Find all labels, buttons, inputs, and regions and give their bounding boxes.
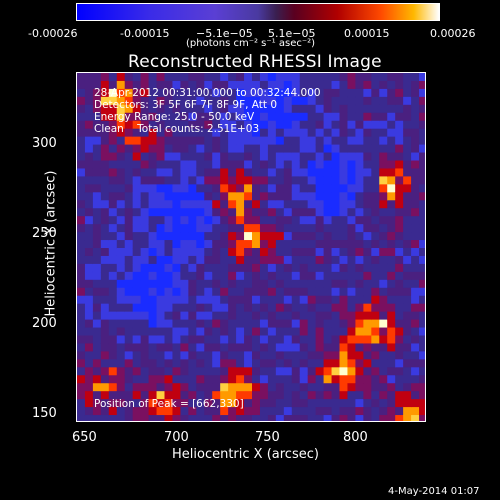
colorbar-tick-label: 0.00015 — [344, 27, 390, 40]
y-tick-label: 150 — [32, 406, 57, 421]
x-tick-label: 750 — [255, 430, 280, 445]
y-tick-label: 250 — [32, 226, 57, 241]
colorbar-tick-label: -0.00026 — [28, 27, 78, 40]
plot-title: Reconstructed RHESSI Image — [128, 52, 382, 72]
colorbar-tick-label: 5.1e−05 — [268, 27, 316, 40]
info-line-detectors: Detectors: 3F 5F 6F 7F 8F 9F, Att 0 — [94, 99, 278, 111]
y-axis-label: Heliocentric Y (arcsec) — [43, 170, 59, 317]
timestamp: 4-May-2014 01:07 — [388, 486, 480, 497]
colorbar-tick-label: −5.1e−05 — [196, 27, 253, 40]
info-line-energy: Energy Range: 25.0 - 50.0 keV — [94, 111, 255, 123]
y-tick-label: 200 — [32, 316, 57, 331]
x-tick-label: 800 — [343, 430, 368, 445]
peak-position: Position of Peak = [662,330] — [94, 398, 244, 410]
x-tick-label: 650 — [72, 430, 97, 445]
info-line-time: 28-Apr-2012 00:31:00.000 to 00:32:44.000 — [94, 87, 321, 99]
x-axis-label: Heliocentric X (arcsec) — [172, 447, 319, 462]
colorbar-units: (photons cm⁻² s⁻¹ asec⁻²) — [186, 38, 316, 49]
x-tick-label: 700 — [164, 430, 189, 445]
image-heatmap — [77, 73, 425, 421]
info-line-counts: Clean Total counts: 2.51E+03 — [94, 123, 260, 135]
colorbar-tick-label: 0.00026 — [430, 27, 476, 40]
y-tick-label: 300 — [32, 136, 57, 151]
colorbar-tick-label: -0.00015 — [120, 27, 170, 40]
image-plot — [76, 72, 426, 422]
colorbar — [76, 3, 440, 21]
